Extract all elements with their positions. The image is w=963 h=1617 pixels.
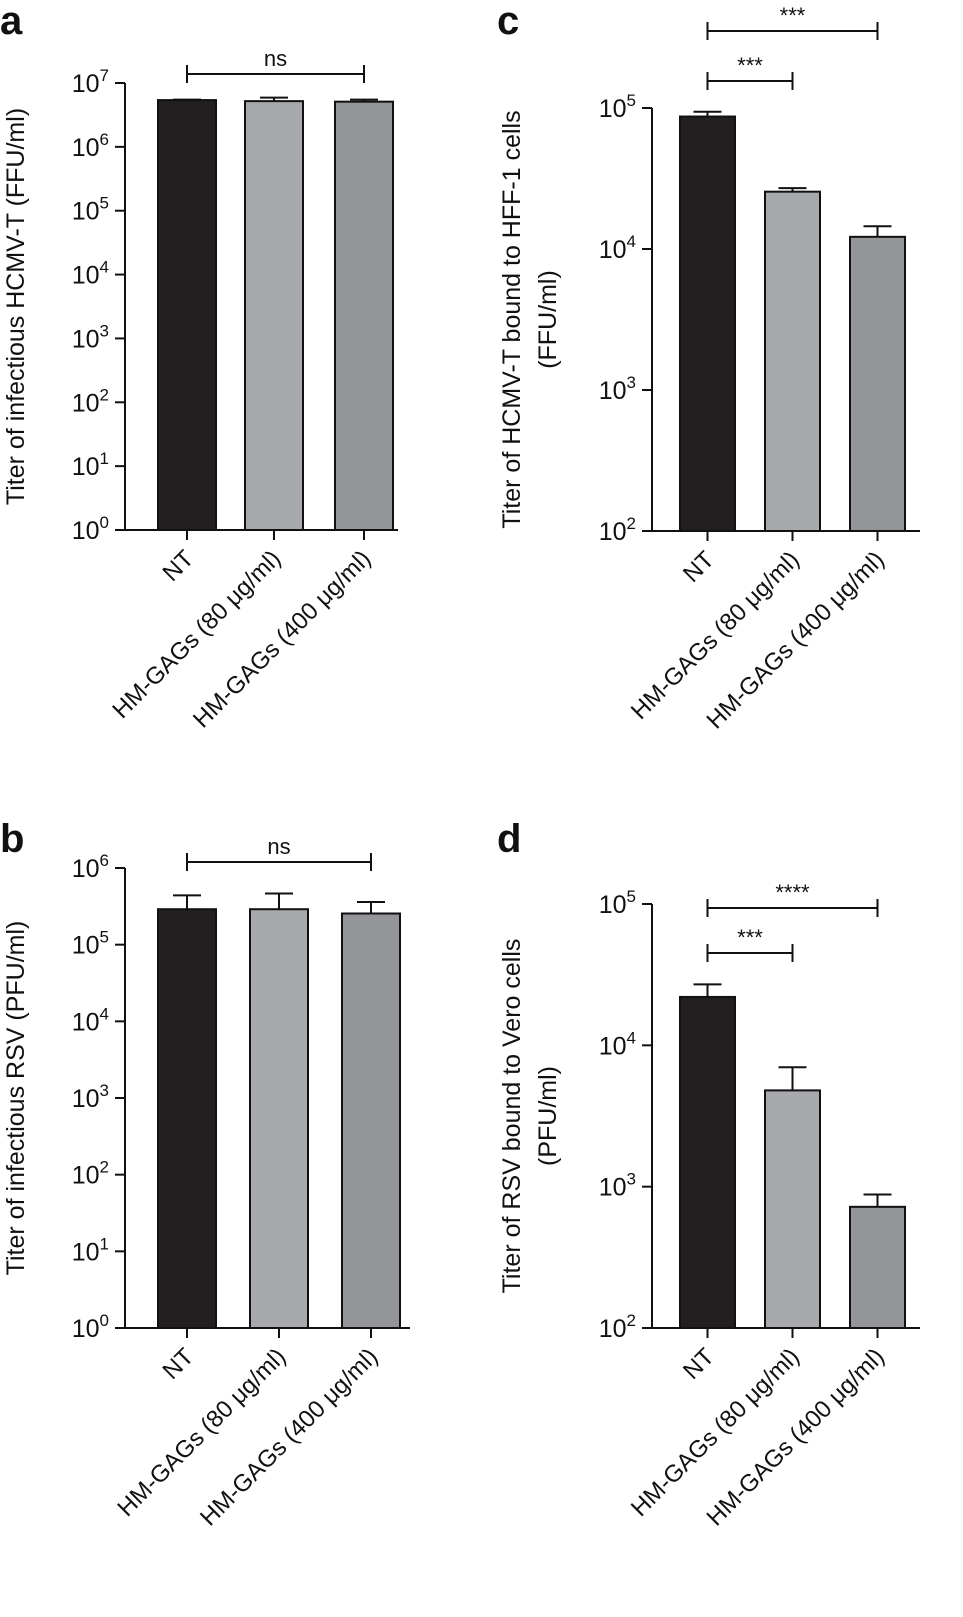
x-tick-label: HM-GAGs (80 μg/ml) [112, 1343, 291, 1522]
panel-letter: c [497, 0, 519, 43]
y-tick-label: 104 [599, 232, 636, 264]
significance-label: *** [737, 53, 763, 78]
panel-letter: b [0, 817, 24, 861]
bar [244, 100, 304, 531]
y-tick-label: 102 [599, 1311, 636, 1343]
bar [764, 1089, 821, 1329]
y-tick-label: 101 [72, 449, 109, 481]
significance-bracket [186, 65, 365, 83]
y-tick-label: 105 [72, 928, 109, 960]
y-axis-title-unit: (FFU/ml) [534, 270, 562, 369]
y-tick-label: 104 [599, 1028, 636, 1060]
significance-label: ns [267, 834, 290, 859]
bar [334, 100, 394, 531]
y-axis-title: Titer of infectious HCMV-T (FFU/ml) [2, 108, 30, 505]
significance-label: *** [780, 3, 806, 28]
x-tick-label: HM-GAGs (80 μg/ml) [626, 546, 805, 725]
y-tick-label: 102 [72, 1158, 109, 1190]
bar [849, 235, 906, 532]
y-tick-label: 103 [599, 373, 636, 405]
x-tick-label: NT [158, 1343, 200, 1385]
significance-bracket [186, 853, 372, 871]
x-tick-label: HM-GAGs (80 μg/ml) [626, 1343, 805, 1522]
bar [341, 912, 401, 1329]
significance-label: **** [775, 880, 810, 905]
y-tick-label: 103 [599, 1170, 636, 1202]
y-tick-label: 105 [72, 194, 109, 226]
x-tick-label: HM-GAGs (400 μg/ml) [702, 1343, 890, 1531]
significance-label: *** [737, 925, 763, 950]
bar [764, 190, 821, 533]
significance-label: ns [264, 46, 287, 71]
x-tick-label: NT [678, 1343, 720, 1385]
bar [157, 99, 217, 532]
y-tick-label: 105 [599, 887, 636, 919]
y-tick-label: 103 [72, 321, 109, 353]
bar [157, 908, 217, 1329]
y-tick-label: 107 [72, 66, 109, 98]
panel-letter: d [497, 817, 521, 861]
y-tick-label: 106 [72, 130, 109, 162]
x-tick-label: HM-GAGs (400 μg/ml) [188, 545, 376, 733]
significance-bracket [706, 944, 794, 962]
panel-letter: a [0, 0, 23, 43]
significance-bracket [706, 22, 879, 40]
bar [849, 1205, 906, 1329]
y-tick-label: 104 [72, 1004, 109, 1036]
y-tick-label: 102 [599, 514, 636, 546]
y-tick-label: 104 [72, 258, 109, 290]
x-tick-label: NT [678, 546, 720, 588]
x-tick-label: HM-GAGs (400 μg/ml) [702, 546, 890, 734]
x-tick-label: NT [158, 545, 200, 587]
y-tick-label: 101 [72, 1234, 109, 1266]
y-axis-title: Titer of RSV bound to Vero cells [498, 939, 526, 1294]
significance-bracket [706, 72, 794, 90]
x-tick-label: HM-GAGs (400 μg/ml) [195, 1343, 383, 1531]
y-tick-label: 100 [72, 1311, 109, 1343]
bar [679, 995, 736, 1330]
y-axis-title: Titer of HCMV-T bound to HFF-1 cells [498, 110, 526, 528]
bar [679, 115, 736, 533]
y-axis-title: Titer of infectious RSV (PFU/ml) [2, 921, 30, 1276]
y-tick-label: 103 [72, 1081, 109, 1113]
significance-bracket [706, 899, 879, 917]
y-tick-label: 105 [599, 91, 636, 123]
y-tick-label: 106 [72, 851, 109, 883]
bar [249, 908, 309, 1329]
y-tick-label: 100 [72, 513, 109, 545]
x-tick-label: HM-GAGs (80 μg/ml) [107, 545, 286, 724]
y-tick-label: 102 [72, 385, 109, 417]
y-axis-title-unit: (PFU/ml) [534, 1066, 562, 1166]
